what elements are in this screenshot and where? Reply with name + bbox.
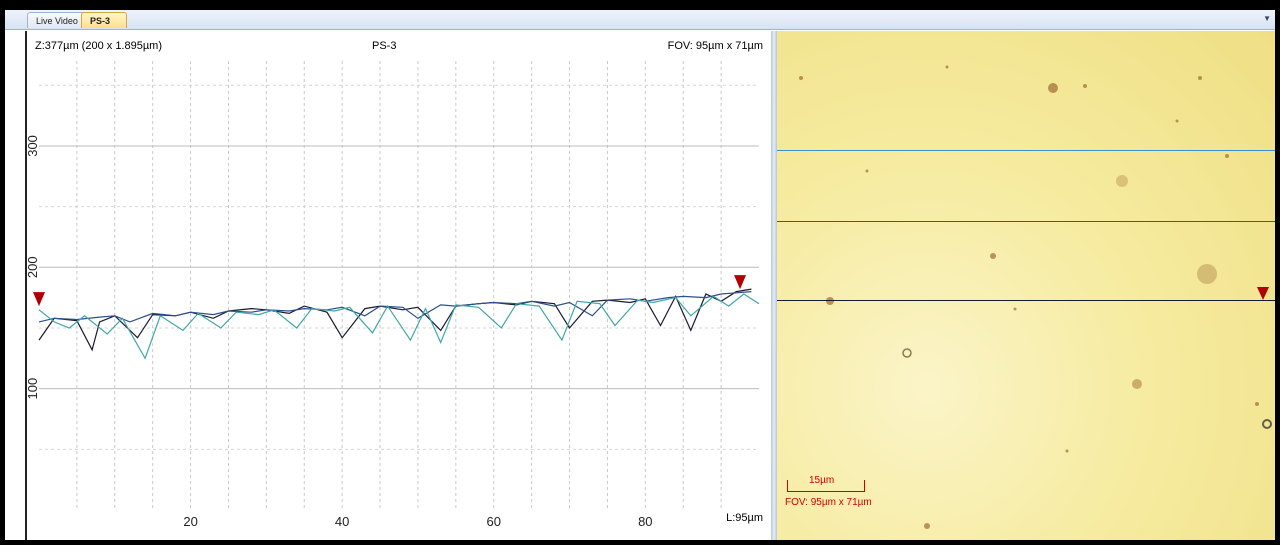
left-cursor-marker (33, 292, 45, 307)
x-tick-label: 80 (638, 514, 652, 529)
application-frame: Live Video PS-3 x ▼ 20 40 60 80 100 200 300 Z:… (5, 10, 1275, 540)
x-tick-label: 40 (335, 514, 349, 529)
panel-splitter[interactable] (771, 31, 777, 540)
scan-line-2[interactable] (777, 221, 1275, 222)
y-tick-label: 200 (27, 256, 40, 278)
tab-list-dropdown-icon[interactable]: ▼ (1263, 14, 1271, 23)
profile-series-line (38, 293, 760, 360)
length-info: L:95µm (726, 512, 763, 524)
plot-title: PS-3 (372, 40, 397, 52)
scale-bar-label: 15µm (809, 475, 835, 486)
tab-label: Live Video (36, 16, 78, 26)
scan-line-3[interactable] (777, 300, 1275, 301)
fov-info: FOV: 95µm x 71µm (667, 40, 763, 52)
tab-live-video[interactable]: Live Video (27, 12, 87, 28)
z-range-info: Z:377µm (200 x 1.895µm) (35, 40, 163, 52)
line-end-marker[interactable] (1257, 287, 1269, 300)
profile-plot-panel: 20 40 60 80 100 200 300 Z:377µm (200 x 1.895µm… (25, 31, 771, 540)
y-tick-label: 100 (27, 378, 40, 400)
x-tick-label: 60 (487, 514, 501, 529)
scan-line-1[interactable] (777, 150, 1275, 151)
tab-strip: Live Video PS-3 x ▼ (5, 10, 1275, 42)
surface-texture (799, 65, 1272, 529)
profile-series-line (38, 288, 752, 352)
image-fov-label: FOV: 95µm x 71µm (785, 497, 872, 508)
y-tick-label: 300 (27, 135, 40, 157)
x-tick-label: 20 (183, 514, 197, 529)
profile-chart: 20 40 60 80 100 200 300 (27, 61, 760, 529)
scale-bar (787, 480, 865, 492)
tab-ps-3[interactable]: PS-3 x (81, 12, 127, 42)
tab-label: PS-3 (90, 16, 111, 26)
microscope-image-panel[interactable]: 15µm FOV: 95µm x 71µm (777, 31, 1275, 540)
right-cursor-marker (734, 275, 747, 290)
